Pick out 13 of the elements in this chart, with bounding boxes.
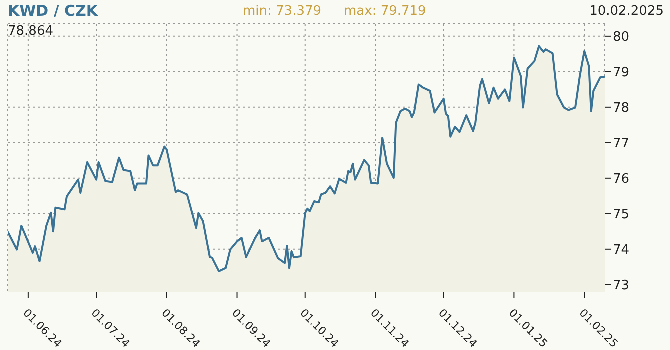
chart-title: KWD / CZK xyxy=(8,2,98,20)
y-tick-label: 77 xyxy=(613,136,630,152)
text: max: 79.719 xyxy=(344,4,426,19)
y-tick-label: 76 xyxy=(613,172,630,188)
y-tick-label: 78 xyxy=(613,101,630,116)
text: min: 73.379 xyxy=(243,4,322,19)
y-tick-label: 74 xyxy=(613,243,630,258)
annotation: 78.864 xyxy=(8,24,54,39)
text: 10.02.2025 xyxy=(590,4,664,19)
y-tick-label: 73 xyxy=(613,278,630,294)
y-tick-label: 80 xyxy=(613,30,630,46)
y-tick-label: 79 xyxy=(613,66,630,81)
y-tick-label: 75 xyxy=(613,208,630,223)
